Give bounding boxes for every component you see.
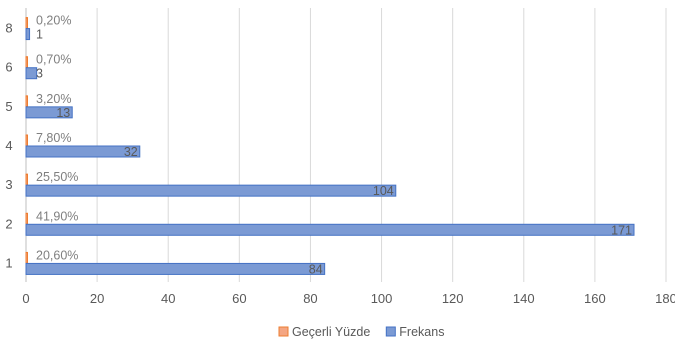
y-category-label: 6 [5, 60, 12, 75]
bar-frekans [25, 262, 326, 275]
data-label-gecerli-yuzde: 41,90% [36, 209, 78, 223]
data-label-frekans: 3 [36, 67, 43, 81]
data-label-gecerli-yuzde: 3,20% [36, 92, 71, 106]
y-category-label: 8 [5, 21, 12, 36]
x-tick-label: 80 [303, 291, 317, 306]
x-axis-ticks: 0 20 40 60 80 100 120 140 160 180 [22, 291, 675, 306]
legend-swatch [385, 326, 396, 337]
bar-gecerli-yuzde [25, 134, 28, 147]
x-tick-label: 40 [161, 291, 175, 306]
data-label-gecerli-yuzde: 0,20% [36, 14, 71, 28]
x-tick-label: 100 [371, 291, 393, 306]
x-tick-label: 160 [584, 291, 606, 306]
y-axis-categories: 1 2 3 4 5 6 8 [5, 21, 12, 271]
legend: Geçerli Yüzde Frekans [278, 325, 444, 339]
bar-gecerli-yuzde [25, 56, 28, 69]
bar-group [25, 17, 635, 275]
legend-label: Frekans [399, 325, 444, 339]
gridlines [25, 8, 667, 282]
data-label-frekans: 104 [373, 184, 394, 198]
data-label-gecerli-yuzde: 20,60% [36, 248, 78, 262]
x-tick-label: 120 [442, 291, 464, 306]
data-label-gecerli-yuzde: 7,80% [36, 131, 71, 145]
bar-gecerli-yuzde [25, 95, 28, 108]
data-label-frekans: 1 [36, 28, 43, 42]
data-label-frekans: 13 [56, 106, 70, 120]
data-label-frekans: 32 [124, 145, 138, 159]
bar-gecerli-yuzde [25, 212, 28, 225]
bar-frekans [25, 28, 31, 41]
data-label-gecerli-yuzde: 25,50% [36, 170, 78, 184]
data-label-frekans: 171 [611, 223, 632, 237]
data-labels: 20,60%8441,90%17125,50%1047,80%323,20%13… [36, 14, 632, 277]
bar-gecerli-yuzde [25, 17, 28, 30]
x-tick-label: 20 [90, 291, 104, 306]
legend-label: Geçerli Yüzde [292, 325, 370, 339]
bar-gecerli-yuzde [25, 251, 28, 264]
x-tick-label: 0 [22, 291, 29, 306]
bar-frekans [25, 67, 38, 80]
y-category-label: 2 [5, 216, 12, 231]
bar-frekans [25, 106, 73, 119]
bar-frekans [25, 223, 635, 236]
bar-frekans [25, 184, 397, 197]
x-tick-label: 60 [232, 291, 246, 306]
y-category-label: 5 [5, 99, 12, 114]
legend-swatch [278, 326, 289, 337]
data-label-gecerli-yuzde: 0,70% [36, 53, 71, 67]
bar-frekans [25, 145, 141, 158]
data-label-frekans: 84 [309, 262, 323, 276]
y-category-label: 3 [5, 177, 12, 192]
x-tick-label: 140 [513, 291, 535, 306]
x-tick-label: 180 [655, 291, 675, 306]
y-category-label: 4 [5, 138, 12, 153]
y-category-label: 1 [5, 255, 12, 270]
bar-gecerli-yuzde [25, 173, 28, 186]
